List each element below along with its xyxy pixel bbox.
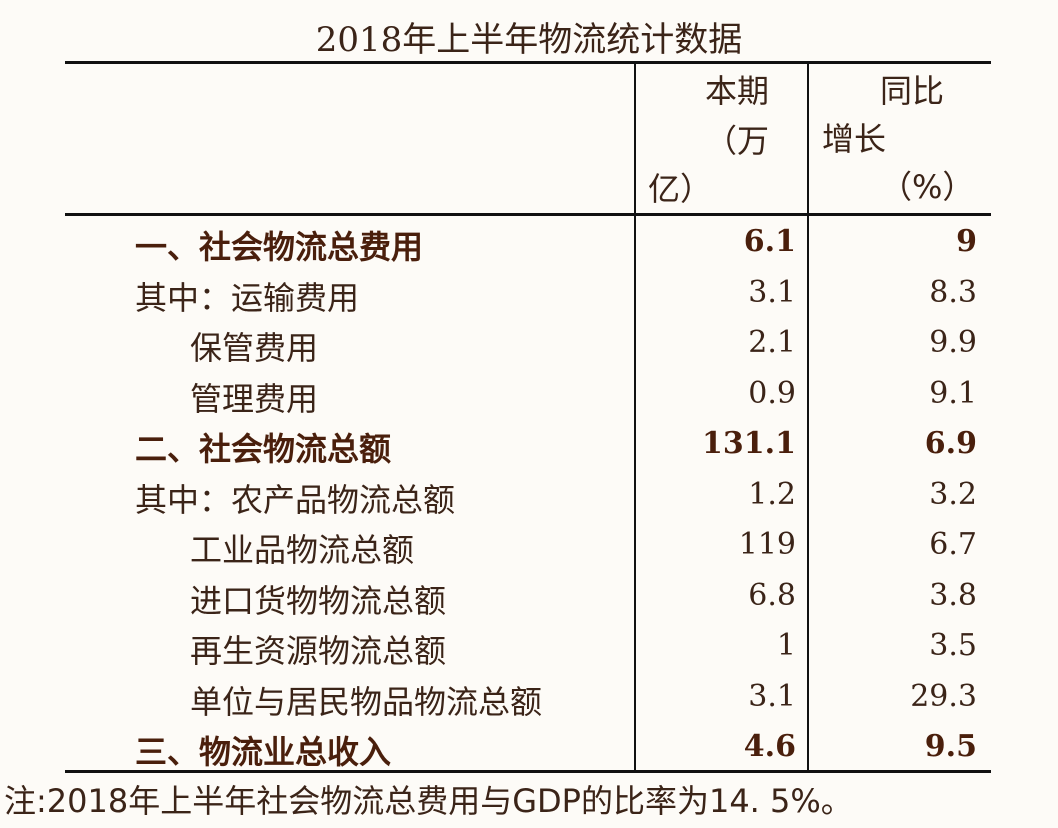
current-value: 0.9 — [748, 375, 796, 411]
yoy-growth-value: 29.3 — [910, 678, 977, 714]
yoy-growth-value: 3.8 — [929, 577, 977, 613]
current-value: 2.1 — [748, 325, 796, 360]
table-row: 二、社会物流总额 131.1 6.9 — [65, 418, 991, 469]
table-row: 其中：运输费用 3.1 8.3 — [65, 267, 991, 318]
table-row: 单位与居民物品物流总额 3.1 29.3 — [65, 671, 991, 722]
yoy-growth-value: 8.3 — [929, 274, 977, 310]
current-value: 4.6 — [743, 729, 796, 764]
row-label: 再生资源物流总额 — [190, 632, 447, 670]
table-row: 再生资源物流总额 1 3.5 — [65, 620, 991, 671]
current-value: 119 — [738, 527, 796, 562]
footnote: 注:2018年上半年社会物流总费用与GDP的比率为14. 5%。 — [4, 782, 853, 820]
yoy-growth-value: 9.1 — [929, 375, 977, 411]
column-divider — [634, 62, 636, 772]
row-label: 二、社会物流总额 — [135, 430, 392, 468]
table-row: 工业品物流总额 119 6.7 — [65, 519, 991, 570]
current-value: 131.1 — [702, 426, 796, 461]
yoy-growth-value: 3.2 — [929, 476, 977, 512]
yoy-growth-value: 9.5 — [924, 729, 977, 764]
row-label: 其中：运输费用 — [135, 278, 360, 317]
current-value: 6.1 — [743, 224, 796, 259]
current-value: 1 — [776, 628, 796, 663]
current-value: 3.1 — [748, 678, 796, 714]
table-row: 保管费用 2.1 9.9 — [65, 317, 991, 368]
row-label: 其中：农产品物流总额 — [135, 480, 456, 519]
table-title: 2018年上半年物流统计数据 — [315, 20, 743, 60]
current-value: 6.8 — [748, 577, 796, 613]
row-label: 工业品物流总额 — [190, 531, 415, 569]
current-value: 3.1 — [748, 274, 796, 310]
yoy-growth-value: 3.5 — [929, 628, 977, 663]
column-divider — [807, 62, 809, 772]
table-row: 管理费用 0.9 9.1 — [65, 368, 991, 419]
row-label: 进口货物物流总额 — [190, 581, 447, 620]
table-row: 其中：农产品物流总额 1.2 3.2 — [65, 469, 991, 520]
table-row: 三、物流业总收入 4.6 9.5 — [65, 721, 991, 772]
row-label: 管理费用 — [190, 379, 319, 418]
yoy-growth-value: 9.9 — [929, 325, 977, 360]
top-rule — [65, 61, 991, 64]
yoy-growth-value: 9 — [956, 224, 977, 259]
row-label: 一、社会物流总费用 — [135, 228, 424, 266]
row-label: 三、物流业总收入 — [135, 733, 392, 771]
header-rule — [65, 213, 991, 216]
current-value: 1.2 — [748, 476, 796, 512]
row-label: 单位与居民物品物流总额 — [190, 682, 543, 721]
table-row: 进口货物物流总额 6.8 3.8 — [65, 570, 991, 621]
bottom-rule — [65, 770, 991, 773]
yoy-growth-value: 6.7 — [929, 527, 977, 562]
row-label: 保管费用 — [190, 329, 319, 367]
yoy-growth-value: 6.9 — [924, 426, 977, 461]
table-row: 一、社会物流总费用 6.1 9 — [65, 216, 991, 267]
